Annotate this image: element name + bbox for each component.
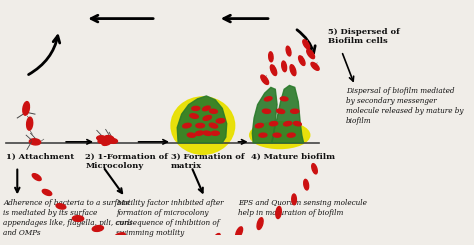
Ellipse shape [286, 46, 291, 56]
Ellipse shape [182, 123, 191, 128]
Ellipse shape [255, 123, 264, 128]
Ellipse shape [210, 109, 218, 113]
Text: Motility factor inhibited after
formation of microcolony
consequence of inhibiti: Motility factor inhibited after formatio… [116, 199, 224, 237]
Ellipse shape [259, 133, 267, 137]
Ellipse shape [27, 117, 33, 130]
Ellipse shape [209, 123, 218, 128]
Text: 2) 1-Formation of
Microcolony: 2) 1-Formation of Microcolony [85, 152, 168, 170]
Ellipse shape [203, 116, 211, 120]
Ellipse shape [311, 62, 319, 70]
Ellipse shape [269, 52, 273, 62]
Ellipse shape [250, 122, 310, 148]
Text: 5) Dispersed of
Biofilm cells: 5) Dispersed of Biofilm cells [328, 28, 400, 45]
Ellipse shape [304, 179, 309, 190]
Text: 4) Mature biofilm: 4) Mature biofilm [251, 152, 335, 160]
Ellipse shape [195, 131, 203, 135]
Polygon shape [177, 96, 227, 143]
Ellipse shape [307, 49, 315, 59]
Ellipse shape [283, 122, 292, 126]
Ellipse shape [203, 131, 211, 135]
Text: Adherence of bacteria to a surface
is mediated by its surface
appendages like, f: Adherence of bacteria to a surface is me… [3, 199, 132, 237]
Ellipse shape [97, 136, 106, 140]
Ellipse shape [236, 227, 243, 238]
Ellipse shape [108, 138, 118, 143]
Text: 3) Formation of
matrix: 3) Formation of matrix [171, 152, 245, 170]
Ellipse shape [56, 204, 66, 209]
Ellipse shape [138, 237, 148, 245]
Ellipse shape [114, 233, 125, 239]
Text: EPS and Quorum sensing molecule
help in maturation of biofilm: EPS and Quorum sensing molecule help in … [238, 199, 367, 217]
Ellipse shape [269, 122, 278, 126]
Polygon shape [252, 87, 277, 143]
Ellipse shape [216, 119, 225, 123]
Ellipse shape [105, 135, 114, 140]
Ellipse shape [257, 218, 263, 230]
Ellipse shape [212, 233, 220, 244]
Ellipse shape [276, 109, 285, 113]
Ellipse shape [282, 61, 287, 72]
Ellipse shape [293, 122, 301, 126]
Ellipse shape [273, 133, 281, 137]
Polygon shape [272, 86, 303, 143]
Ellipse shape [270, 65, 277, 75]
Ellipse shape [280, 97, 288, 101]
Ellipse shape [312, 164, 317, 174]
Ellipse shape [264, 97, 272, 101]
Text: 1) Attachment: 1) Attachment [6, 152, 74, 160]
Text: Dispersal of biofilm mediated
by secondary messenger
molecule released by mature: Dispersal of biofilm mediated by seconda… [346, 87, 464, 125]
Ellipse shape [202, 106, 210, 111]
Ellipse shape [303, 40, 310, 49]
Ellipse shape [261, 75, 269, 85]
Ellipse shape [92, 226, 103, 232]
Ellipse shape [187, 133, 195, 137]
Ellipse shape [292, 194, 296, 205]
Ellipse shape [190, 114, 198, 118]
Ellipse shape [211, 131, 219, 135]
Ellipse shape [23, 102, 29, 115]
Ellipse shape [287, 133, 295, 137]
Ellipse shape [192, 106, 200, 110]
Ellipse shape [263, 109, 271, 113]
Ellipse shape [98, 138, 108, 143]
Ellipse shape [276, 207, 281, 219]
Ellipse shape [163, 239, 173, 245]
Ellipse shape [73, 216, 84, 221]
Ellipse shape [171, 97, 235, 154]
Ellipse shape [42, 189, 52, 196]
Ellipse shape [196, 123, 204, 128]
Ellipse shape [188, 238, 197, 245]
Ellipse shape [290, 65, 296, 76]
Ellipse shape [291, 109, 299, 113]
Ellipse shape [299, 56, 305, 65]
Ellipse shape [102, 140, 111, 145]
Ellipse shape [32, 174, 41, 181]
Ellipse shape [29, 139, 41, 145]
